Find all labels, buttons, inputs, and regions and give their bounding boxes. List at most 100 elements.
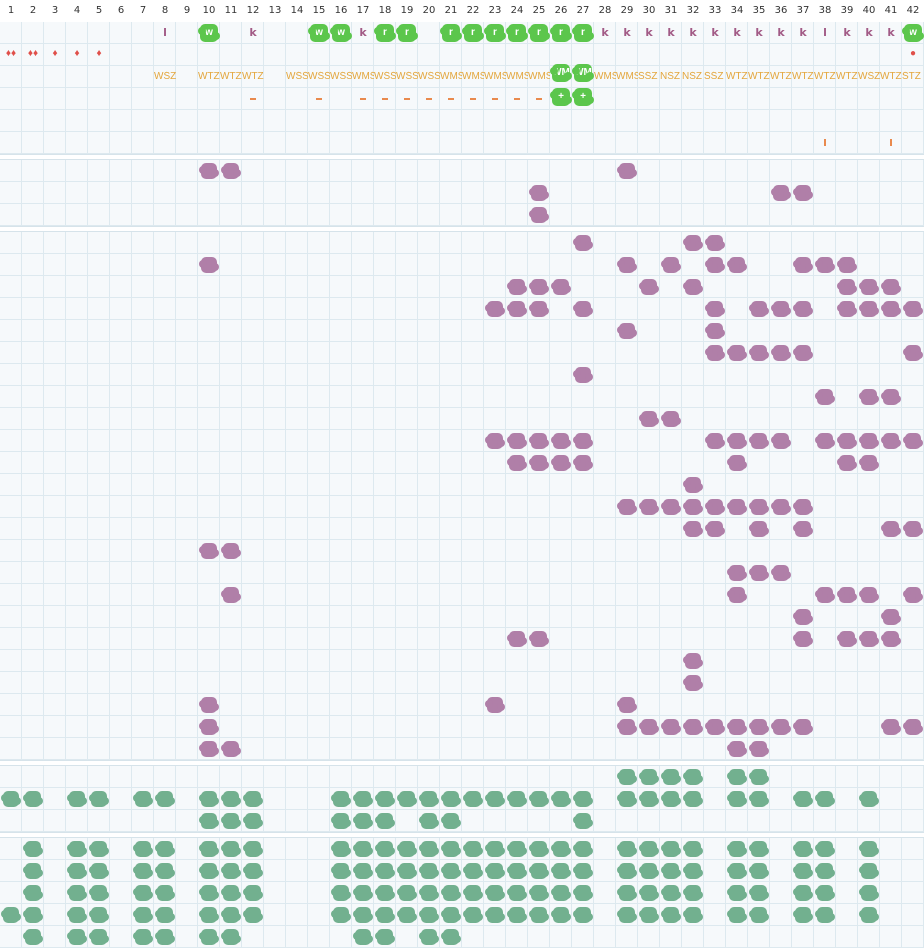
grid-cell[interactable] bbox=[660, 430, 682, 452]
grid-cell[interactable] bbox=[264, 904, 286, 926]
grid-cell[interactable] bbox=[418, 628, 440, 650]
grid-cell[interactable] bbox=[748, 66, 770, 88]
grid-cell[interactable] bbox=[880, 766, 902, 788]
grid-cell[interactable] bbox=[88, 810, 110, 832]
column-header-31[interactable]: 31 bbox=[664, 5, 678, 16]
grid-cell[interactable] bbox=[264, 430, 286, 452]
grid-cell[interactable] bbox=[748, 276, 770, 298]
grid-cell[interactable] bbox=[44, 904, 66, 926]
grid-cell[interactable] bbox=[902, 320, 924, 342]
grid-cell[interactable] bbox=[836, 788, 858, 810]
grid-cell[interactable] bbox=[506, 738, 528, 760]
grid-cell[interactable] bbox=[374, 204, 396, 226]
grid-cell[interactable] bbox=[352, 584, 374, 606]
assignment-blob[interactable] bbox=[727, 499, 747, 515]
grid-cell[interactable] bbox=[374, 766, 396, 788]
availability-blob[interactable] bbox=[133, 929, 153, 945]
grid-cell[interactable] bbox=[704, 650, 726, 672]
grid-cell[interactable] bbox=[132, 430, 154, 452]
column-header-5[interactable]: 5 bbox=[95, 5, 103, 16]
grid-cell[interactable] bbox=[132, 452, 154, 474]
grid-cell[interactable] bbox=[770, 584, 792, 606]
grid-cell[interactable] bbox=[374, 518, 396, 540]
grid-cell[interactable] bbox=[902, 132, 924, 154]
grid-cell[interactable] bbox=[66, 540, 88, 562]
availability-blob[interactable] bbox=[23, 841, 43, 857]
grid-cell[interactable] bbox=[0, 44, 22, 66]
grid-cell[interactable] bbox=[462, 430, 484, 452]
grid-cell[interactable] bbox=[308, 838, 330, 860]
grid-cell[interactable] bbox=[484, 540, 506, 562]
grid-cell[interactable] bbox=[330, 182, 352, 204]
grid-cell[interactable] bbox=[858, 716, 880, 738]
grid-cell[interactable] bbox=[616, 204, 638, 226]
grid-cell[interactable] bbox=[352, 342, 374, 364]
grid-cell[interactable] bbox=[176, 860, 198, 882]
grid-cell[interactable] bbox=[374, 44, 396, 66]
grid-cell[interactable] bbox=[550, 650, 572, 672]
grid-cell[interactable] bbox=[880, 904, 902, 926]
grid-cell[interactable] bbox=[176, 788, 198, 810]
grid-cell[interactable] bbox=[770, 650, 792, 672]
grid-cell[interactable] bbox=[110, 562, 132, 584]
availability-blob[interactable] bbox=[331, 863, 351, 879]
grid-cell[interactable] bbox=[176, 672, 198, 694]
availability-blob[interactable] bbox=[727, 841, 747, 857]
grid-cell[interactable] bbox=[858, 540, 880, 562]
grid-cell[interactable] bbox=[594, 738, 616, 760]
grid-cell[interactable] bbox=[484, 518, 506, 540]
grid-cell[interactable] bbox=[330, 650, 352, 672]
grid-cell[interactable] bbox=[836, 540, 858, 562]
grid-cell[interactable] bbox=[902, 386, 924, 408]
grid-cell[interactable] bbox=[594, 766, 616, 788]
grid-cell[interactable] bbox=[594, 298, 616, 320]
grid-cell[interactable] bbox=[748, 22, 770, 44]
grid-cell[interactable] bbox=[440, 160, 462, 182]
grid-cell[interactable] bbox=[902, 110, 924, 132]
assignment-blob[interactable] bbox=[529, 631, 549, 647]
grid-cell[interactable] bbox=[176, 584, 198, 606]
grid-cell[interactable] bbox=[88, 110, 110, 132]
grid-cell[interactable] bbox=[748, 386, 770, 408]
grid-cell[interactable] bbox=[660, 606, 682, 628]
grid-cell[interactable] bbox=[704, 364, 726, 386]
grid-cell[interactable] bbox=[22, 232, 44, 254]
grid-cell[interactable] bbox=[506, 204, 528, 226]
grid-cell[interactable] bbox=[66, 562, 88, 584]
grid-cell[interactable] bbox=[110, 628, 132, 650]
grid-cell[interactable] bbox=[616, 452, 638, 474]
grid-cell[interactable] bbox=[858, 364, 880, 386]
grid-cell[interactable] bbox=[132, 182, 154, 204]
grid-cell[interactable] bbox=[506, 810, 528, 832]
grid-cell[interactable] bbox=[220, 474, 242, 496]
grid-cell[interactable] bbox=[682, 926, 704, 948]
grid-cell[interactable] bbox=[638, 474, 660, 496]
availability-blob[interactable] bbox=[67, 907, 87, 923]
assignment-blob[interactable] bbox=[199, 697, 219, 713]
grid-cell[interactable] bbox=[792, 88, 814, 110]
grid-cell[interactable] bbox=[792, 408, 814, 430]
grid-cell[interactable] bbox=[330, 562, 352, 584]
grid-cell[interactable] bbox=[506, 496, 528, 518]
availability-blob[interactable] bbox=[353, 885, 373, 901]
grid-cell[interactable] bbox=[638, 628, 660, 650]
grid-cell[interactable] bbox=[44, 628, 66, 650]
grid-cell[interactable] bbox=[330, 254, 352, 276]
grid-cell[interactable] bbox=[616, 22, 638, 44]
grid-cell[interactable] bbox=[220, 650, 242, 672]
assignment-blob[interactable] bbox=[683, 675, 703, 691]
grid-cell[interactable] bbox=[154, 364, 176, 386]
grid-cell[interactable] bbox=[484, 182, 506, 204]
grid-cell[interactable] bbox=[660, 66, 682, 88]
grid-cell[interactable] bbox=[726, 298, 748, 320]
grid-cell[interactable] bbox=[352, 496, 374, 518]
grid-cell[interactable] bbox=[682, 540, 704, 562]
grid-cell[interactable] bbox=[814, 474, 836, 496]
grid-cell[interactable] bbox=[374, 182, 396, 204]
grid-cell[interactable] bbox=[220, 110, 242, 132]
grid-cell[interactable] bbox=[506, 132, 528, 154]
grid-cell[interactable] bbox=[286, 860, 308, 882]
grid-cell[interactable] bbox=[264, 694, 286, 716]
grid-cell[interactable] bbox=[154, 474, 176, 496]
column-header-15[interactable]: 15 bbox=[312, 5, 326, 16]
